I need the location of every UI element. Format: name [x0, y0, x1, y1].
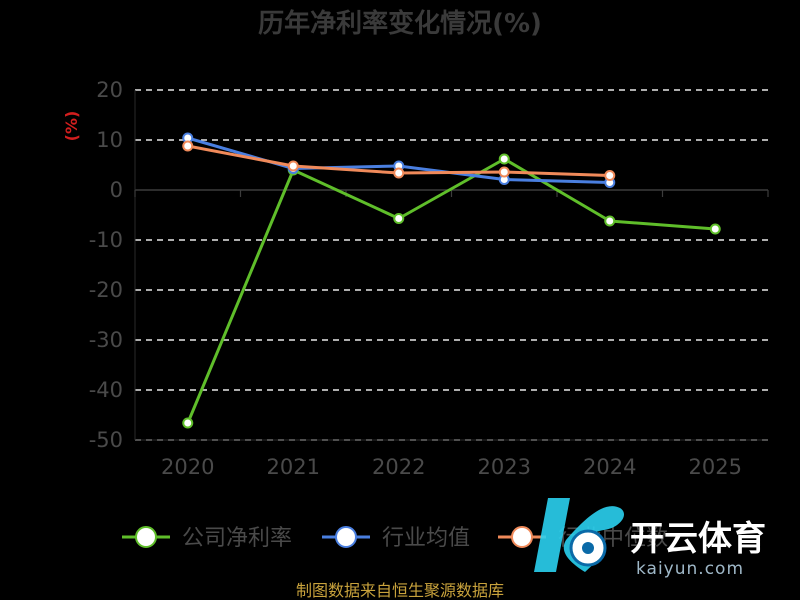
y-tick-label: -10: [89, 228, 123, 252]
watermark-logo: 开云体育 kaiyun.com: [534, 498, 766, 579]
y-axis-unit: (%): [62, 111, 81, 142]
y-tick-label: -20: [89, 278, 123, 302]
watermark-domain: kaiyun.com: [636, 559, 744, 579]
y-tick-label: -50: [89, 428, 123, 452]
series-group: [182, 132, 721, 429]
legend-marker: [335, 526, 357, 548]
legend-marker: [511, 526, 533, 548]
chart-title: 历年净利率变化情况(%): [258, 8, 542, 39]
data-point[interactable]: [498, 166, 510, 178]
y-tick-label: 10: [96, 128, 123, 152]
data-point[interactable]: [604, 170, 616, 181]
series-行业中位数: [182, 140, 616, 181]
data-point[interactable]: [182, 140, 194, 152]
x-axis: 2020 2021 2022 2023 2024 2025: [134, 90, 769, 479]
x-tick-label: 2020: [161, 455, 214, 479]
y-axis-ticks: 20 10 0 -10 -20 -30 -40 -50: [89, 78, 123, 452]
x-tick-label: 2022: [372, 455, 425, 479]
data-point[interactable]: [393, 213, 405, 224]
legend-item[interactable]: 公司净利率: [122, 526, 292, 551]
series-line: [186, 157, 716, 424]
source-note: 制图数据来自恒生聚源数据库: [296, 581, 504, 600]
series-公司净利率: [182, 153, 721, 429]
x-tick-label: 2023: [478, 455, 531, 479]
series-行业均值: [182, 132, 616, 188]
data-point[interactable]: [287, 160, 299, 172]
x-tick-label: 2025: [689, 455, 742, 479]
y-tick-label: 20: [96, 78, 123, 102]
data-point[interactable]: [498, 153, 510, 165]
data-point[interactable]: [182, 417, 194, 429]
y-tick-label: -30: [89, 328, 123, 352]
data-point[interactable]: [604, 215, 616, 227]
x-tick-label: 2024: [583, 455, 636, 479]
legend-label: 公司净利率: [182, 526, 292, 551]
legend-label: 行业均值: [382, 526, 470, 551]
legend-marker: [135, 526, 157, 548]
y-tick-label: -40: [89, 378, 123, 402]
grid-lines: [135, 89, 768, 441]
data-point[interactable]: [709, 223, 721, 235]
data-point[interactable]: [393, 167, 405, 179]
x-tick-label: 2021: [267, 455, 320, 479]
y-tick-label: 0: [110, 178, 123, 202]
watermark-brand: 开云体育: [630, 519, 766, 559]
legend-item[interactable]: 行业均值: [322, 526, 470, 551]
